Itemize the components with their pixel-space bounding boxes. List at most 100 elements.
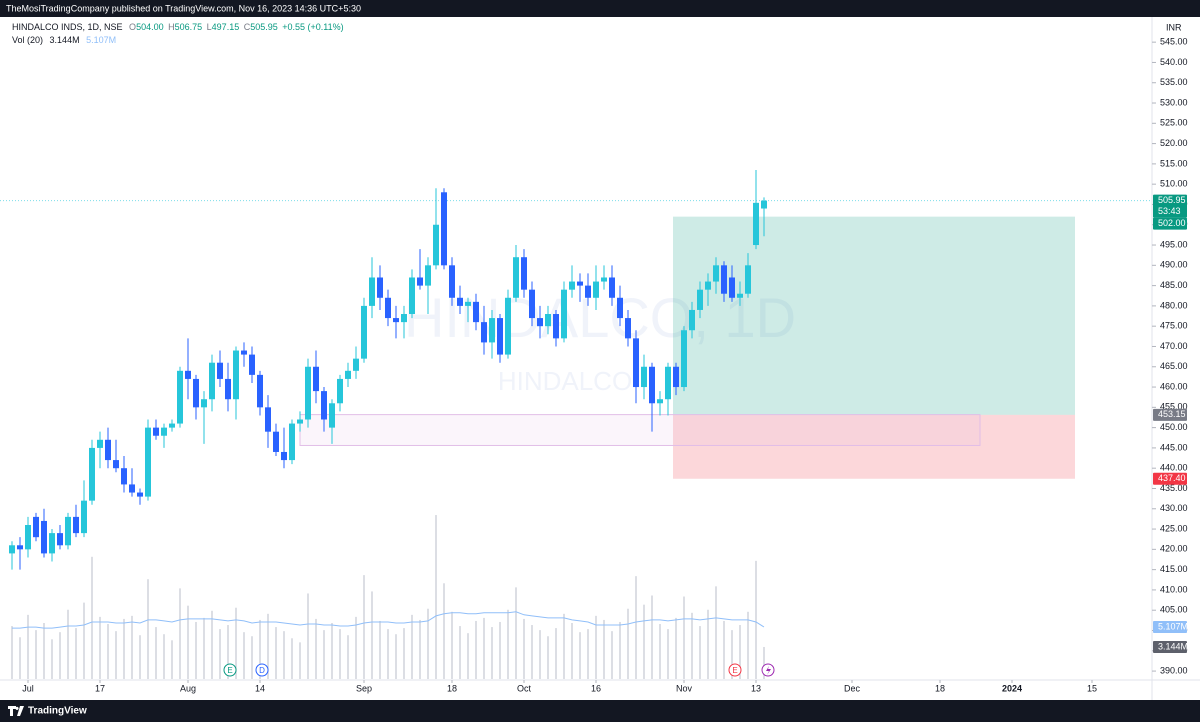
volume-bar xyxy=(115,631,117,679)
volume-bar xyxy=(763,646,765,679)
candle-body xyxy=(457,297,463,306)
volume-bar xyxy=(555,628,557,679)
x-tick-label: 18 xyxy=(447,683,457,693)
candle-body xyxy=(553,314,559,339)
volume-bar xyxy=(171,640,173,679)
volume-bar xyxy=(203,617,205,679)
volume-bar xyxy=(627,608,629,679)
candle-body xyxy=(649,366,655,404)
candle-body xyxy=(593,281,599,298)
volume-bar xyxy=(715,586,717,679)
volume-bar xyxy=(723,620,725,679)
footer-bar xyxy=(0,700,1200,722)
candle-body xyxy=(265,407,271,432)
candle-body xyxy=(537,318,543,327)
event-marker[interactable] xyxy=(223,663,237,677)
candle-body xyxy=(209,362,215,400)
candle-body xyxy=(521,257,527,290)
volume-bar xyxy=(515,587,517,679)
volume-bar xyxy=(435,515,437,679)
candle-body xyxy=(473,301,479,323)
volume-bar xyxy=(699,626,701,679)
candle-body xyxy=(497,318,503,355)
y-tick-label: 510.00 xyxy=(1160,179,1188,189)
candle-body xyxy=(329,403,335,428)
candle-body xyxy=(33,516,39,538)
volume-bar xyxy=(595,615,597,679)
x-tick-label: Nov xyxy=(676,683,693,693)
volume-bar xyxy=(467,633,469,679)
y-tick-label: 535.00 xyxy=(1160,77,1188,87)
last-price-label-box xyxy=(1153,194,1187,218)
candle-body xyxy=(665,366,671,400)
volume-bar xyxy=(251,636,253,679)
candle-body xyxy=(193,378,199,408)
volume-value: 3.144M xyxy=(50,35,80,45)
ohlc-value: 504.00 xyxy=(136,22,164,32)
candle-body xyxy=(441,192,447,266)
candle-body xyxy=(401,314,407,323)
volume-bar xyxy=(187,605,189,679)
volume-title: Vol (20) xyxy=(12,35,43,45)
event-label: D xyxy=(259,666,265,675)
volume-ma-label: 5.107M xyxy=(1158,621,1188,631)
volume-bar xyxy=(315,618,317,679)
candle-body xyxy=(697,289,703,310)
stop-label-box xyxy=(1153,472,1187,485)
y-tick-label: 430.00 xyxy=(1160,503,1188,513)
y-tick-label: 470.00 xyxy=(1160,341,1188,351)
y-tick-label: 475.00 xyxy=(1160,321,1188,331)
volume-bar xyxy=(131,615,133,679)
candle-body xyxy=(633,338,639,388)
candle-body xyxy=(705,281,711,290)
event-marker[interactable] xyxy=(255,663,269,677)
y-tick-label: 420.00 xyxy=(1160,544,1188,554)
y-tick-label: 495.00 xyxy=(1160,239,1188,249)
candle-body xyxy=(81,500,87,534)
volume-bar xyxy=(219,629,221,679)
candle-body xyxy=(617,297,623,319)
volume-bar xyxy=(75,628,77,679)
volume-bar xyxy=(603,619,605,679)
candle-body xyxy=(529,289,535,319)
candle-body xyxy=(305,366,311,420)
candle-body xyxy=(417,277,423,286)
volume-bar xyxy=(395,634,397,679)
x-tick-label: Dec xyxy=(844,683,861,693)
footer-brand: TradingView xyxy=(28,706,87,717)
event-marker[interactable] xyxy=(728,663,742,677)
y-tick-label: 545.00 xyxy=(1160,37,1188,47)
volume-bar xyxy=(243,632,245,679)
candle-body xyxy=(465,301,471,306)
volume-bar xyxy=(275,627,277,679)
candle-body xyxy=(561,289,567,339)
x-tick-label: Sep xyxy=(356,683,372,693)
candle-body xyxy=(137,492,143,497)
candle-body xyxy=(449,265,455,298)
x-tick-label: 14 xyxy=(255,683,265,693)
ohlc-key: H xyxy=(168,22,175,32)
volume-bar xyxy=(211,610,213,679)
candle-body xyxy=(177,370,183,424)
volume-bar xyxy=(707,609,709,679)
candle-body xyxy=(377,277,383,298)
volume-bar xyxy=(483,617,485,679)
y-tick-label: 425.00 xyxy=(1160,523,1188,533)
volume-bar xyxy=(19,637,21,679)
volume-bar xyxy=(683,596,685,679)
x-tick-label: 18 xyxy=(935,683,945,693)
volume-bar xyxy=(371,591,373,679)
candle-body xyxy=(489,318,495,343)
x-tick-label: 15 xyxy=(1087,683,1097,693)
volume-bar xyxy=(579,632,581,679)
candle-body xyxy=(65,516,71,546)
candle-body xyxy=(345,370,351,379)
candle-body xyxy=(105,439,111,461)
volume-bar xyxy=(611,631,613,679)
candle-body xyxy=(201,399,207,408)
volume-bar xyxy=(387,629,389,679)
volume-bar xyxy=(235,607,237,679)
candle-body xyxy=(9,545,15,554)
